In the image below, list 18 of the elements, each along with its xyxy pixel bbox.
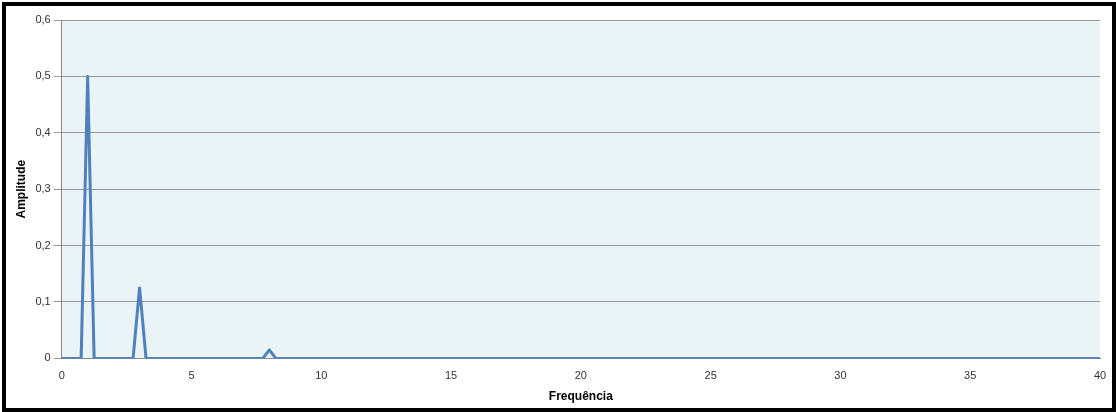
y-axis-title: Amplitude — [13, 159, 28, 219]
y-tick-label: 0,1 — [35, 295, 51, 308]
x-tick-label: 35 — [964, 369, 977, 382]
x-tick-label: 10 — [315, 369, 328, 382]
y-tick-label: 0 — [44, 351, 51, 364]
x-tick-label: 5 — [188, 369, 195, 382]
y-tick-label: 0,2 — [35, 238, 51, 251]
x-tick-label: 40 — [1093, 369, 1107, 382]
y-tick-label: 0,5 — [35, 69, 51, 82]
x-tick-label: 20 — [574, 369, 587, 382]
x-tick-label: 30 — [834, 369, 847, 382]
x-tick-label: 0 — [58, 369, 65, 382]
y-tick-label: 0,3 — [35, 182, 51, 195]
x-tick-label: 15 — [444, 369, 458, 382]
x-tick-label: 25 — [704, 369, 717, 382]
y-tick-label: 0,6 — [35, 13, 51, 26]
x-axis-title: Frequência — [548, 389, 614, 404]
y-tick-label: 0,4 — [35, 125, 51, 138]
